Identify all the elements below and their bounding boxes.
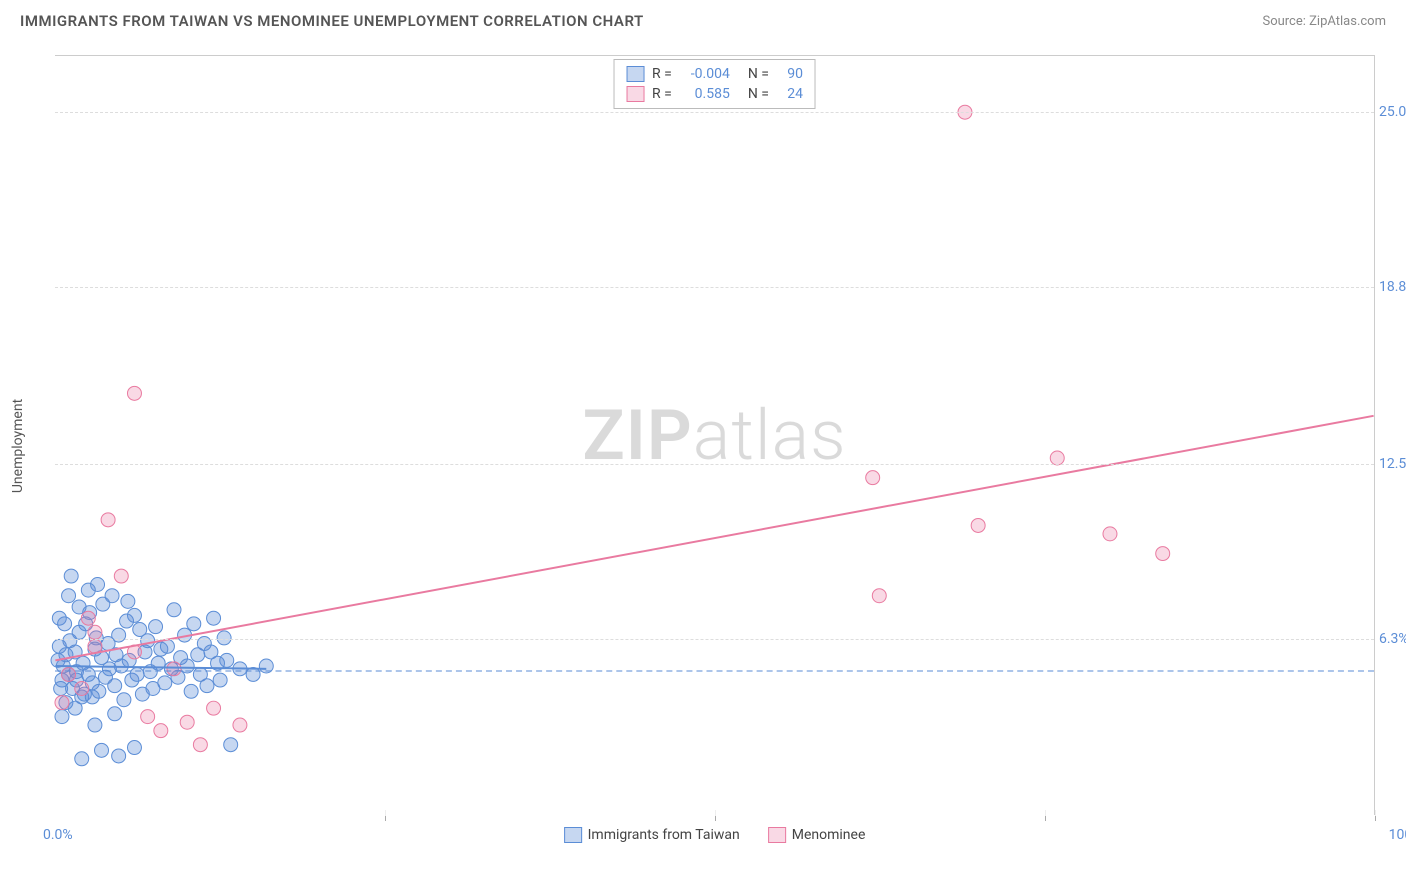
data-point xyxy=(127,741,141,755)
grid-line-vertical xyxy=(1045,810,1046,816)
legend-r-label: R = xyxy=(652,86,672,102)
data-point xyxy=(149,620,163,634)
data-point xyxy=(121,594,135,608)
data-point xyxy=(224,738,238,752)
data-point xyxy=(54,682,68,696)
data-point xyxy=(193,738,207,752)
data-point xyxy=(58,617,72,631)
data-point xyxy=(158,676,172,690)
data-point xyxy=(180,715,194,729)
legend-swatch xyxy=(564,827,582,843)
data-point xyxy=(187,617,201,631)
y-axis-tick-label: 25.0% xyxy=(1379,104,1406,120)
data-point xyxy=(184,684,198,698)
legend-r-label: R = xyxy=(652,66,672,82)
scatter-svg xyxy=(55,56,1374,815)
data-point xyxy=(75,752,89,766)
trend-line xyxy=(55,416,1373,661)
data-point xyxy=(114,569,128,583)
data-point xyxy=(220,653,234,667)
data-point xyxy=(213,673,227,687)
data-point xyxy=(62,589,76,603)
legend-r-value: -0.004 xyxy=(680,66,730,82)
data-point xyxy=(1050,451,1064,465)
data-point xyxy=(866,471,880,485)
data-point xyxy=(64,569,78,583)
legend-n-value: 90 xyxy=(777,66,803,82)
data-point xyxy=(872,589,886,603)
data-point xyxy=(207,611,221,625)
data-point xyxy=(112,628,126,642)
grid-line-vertical xyxy=(715,810,716,816)
x-axis-min-label: 0.0% xyxy=(43,827,73,843)
legend-series-item: Immigrants from Taiwan xyxy=(564,827,740,843)
data-point xyxy=(141,634,155,648)
y-axis-tick-label: 18.8% xyxy=(1379,279,1406,295)
legend-series-label: Menominee xyxy=(792,827,866,843)
data-point xyxy=(112,749,126,763)
data-point xyxy=(971,518,985,532)
data-point xyxy=(105,589,119,603)
legend-swatch xyxy=(626,66,644,82)
correlation-legend: R = -0.004 N = 90 R = 0.585 N = 24 xyxy=(613,59,816,109)
data-point xyxy=(200,679,214,693)
x-axis-max-label: 100.0% xyxy=(1389,827,1406,843)
y-axis-tick-label: 6.3% xyxy=(1379,631,1406,647)
chart-plot-area: ZIPatlas R =-0.004N =90R =0.585N =24 Imm… xyxy=(55,55,1375,815)
legend-stat-row: R = 0.585 N = 24 xyxy=(626,84,803,104)
source-attribution: Source: ZipAtlas.com xyxy=(1262,14,1386,29)
data-point xyxy=(55,710,69,724)
data-point xyxy=(117,693,131,707)
legend-n-value: 24 xyxy=(777,86,803,102)
chart-title: IMMIGRANTS FROM TAIWAN VS MENOMINEE UNEM… xyxy=(20,12,644,30)
data-point xyxy=(72,600,86,614)
grid-line-horizontal xyxy=(55,287,1374,288)
legend-swatch xyxy=(626,86,644,102)
legend-r-value: 0.585 xyxy=(680,86,730,102)
data-point xyxy=(127,386,141,400)
legend-series-item: Menominee xyxy=(768,827,866,843)
data-point xyxy=(88,718,102,732)
legend-swatch xyxy=(768,827,786,843)
data-point xyxy=(233,718,247,732)
data-point xyxy=(55,696,69,710)
data-point xyxy=(127,608,141,622)
data-point xyxy=(75,682,89,696)
data-point xyxy=(108,679,122,693)
data-point xyxy=(141,710,155,724)
chart-header: IMMIGRANTS FROM TAIWAN VS MENOMINEE UNEM… xyxy=(0,0,1406,38)
data-point xyxy=(1103,527,1117,541)
legend-n-label: N = xyxy=(748,86,769,102)
data-point xyxy=(101,513,115,527)
data-point xyxy=(108,707,122,721)
grid-line-vertical xyxy=(1375,810,1376,816)
legend-series-label: Immigrants from Taiwan xyxy=(588,827,740,843)
legend-stat-row: R = -0.004 N = 90 xyxy=(626,64,803,84)
grid-line-horizontal xyxy=(55,464,1374,465)
data-point xyxy=(95,743,109,757)
data-point xyxy=(1156,547,1170,561)
grid-line-horizontal xyxy=(55,639,1374,640)
reference-line xyxy=(55,670,1374,672)
y-axis-label: Unemployment xyxy=(10,399,26,493)
data-point xyxy=(88,625,102,639)
data-point xyxy=(81,611,95,625)
data-point xyxy=(207,701,221,715)
grid-line-vertical xyxy=(385,810,386,816)
grid-line-horizontal xyxy=(55,112,1374,113)
series-legend: Immigrants from Taiwan Menominee xyxy=(564,827,866,843)
data-point xyxy=(91,577,105,591)
y-axis-tick-label: 12.5% xyxy=(1379,456,1406,472)
data-point xyxy=(167,603,181,617)
data-point xyxy=(154,724,168,738)
legend-n-label: N = xyxy=(748,66,769,82)
